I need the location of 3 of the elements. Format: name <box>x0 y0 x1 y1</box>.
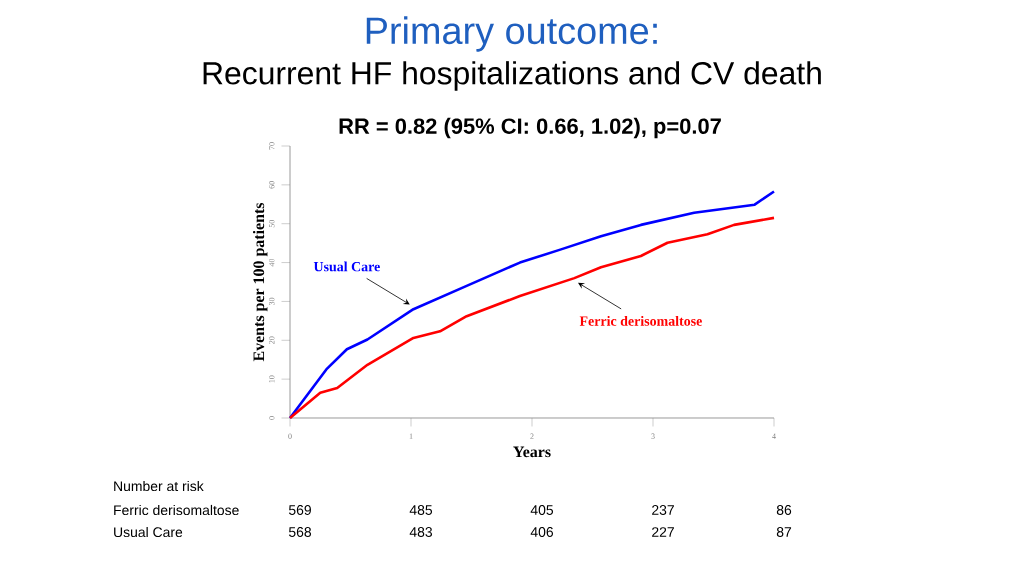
text: RR = 0.82 (95% CI: 0.66, 1.02), p=0.07 <box>339 117 721 139</box>
chart-subtitle: Recurrent HF hospitalizations and CV death <box>203 61 821 91</box>
chart-title: Primary outcome: <box>366 16 657 52</box>
